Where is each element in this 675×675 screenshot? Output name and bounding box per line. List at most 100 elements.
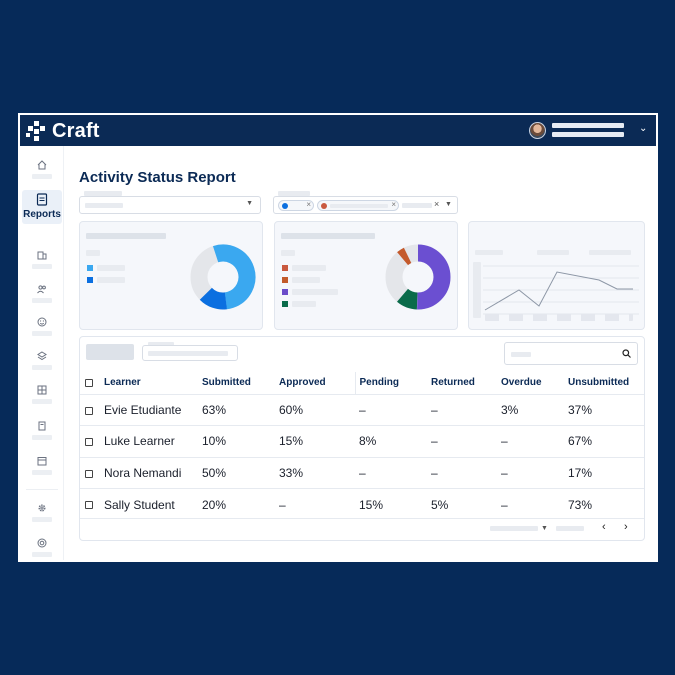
cell-unsubmitted: 17% — [568, 456, 644, 489]
prev-page-icon[interactable]: ‹ — [602, 521, 606, 533]
column-header-pending[interactable]: Pending — [354, 372, 431, 394]
next-page-icon[interactable]: › — [624, 521, 628, 533]
clear-icon[interactable]: × — [434, 199, 440, 209]
cell-learner[interactable]: Luke Learner — [104, 425, 202, 457]
sidebar-item-organization[interactable] — [22, 250, 62, 269]
cell-unsubmitted: 37% — [568, 393, 644, 426]
page-range-placeholder — [556, 526, 584, 531]
column-header-learner[interactable]: Learner — [104, 377, 141, 389]
cell-pending: 15% — [355, 488, 431, 520]
sidebar-item-home[interactable] — [22, 160, 62, 179]
chevron-down-icon[interactable]: ⌄ — [639, 123, 648, 134]
row-checkbox[interactable] — [85, 469, 93, 478]
status-chip[interactable]: × — [278, 200, 314, 211]
sidebar-item-wellbeing[interactable] — [22, 317, 62, 336]
app-name: Craft — [52, 119, 100, 142]
column-header-approved[interactable]: Approved — [279, 377, 326, 389]
legend-swatch — [282, 289, 288, 295]
status-donut-card — [274, 221, 458, 330]
cell-learner[interactable]: Nora Nemandi — [104, 456, 202, 489]
table-row[interactable]: Sally Student 20% – 15% 5% – 73% — [80, 488, 644, 520]
sidebar-item-library[interactable] — [22, 421, 62, 440]
chip-remove-icon[interactable]: × — [306, 200, 311, 209]
legend-swatch — [282, 301, 288, 307]
cell-learner[interactable]: Sally Student — [104, 488, 202, 520]
sidebar-divider — [26, 489, 58, 490]
legend-label-placeholder — [97, 277, 125, 283]
cell-approved: 60% — [279, 393, 355, 426]
cell-submitted: 50% — [202, 456, 279, 489]
chip-remove-icon[interactable]: × — [391, 200, 396, 209]
x-axis-placeholder — [485, 314, 633, 321]
layers-icon — [37, 351, 47, 361]
search-icon[interactable] — [622, 349, 631, 358]
chart-label-placeholder — [589, 250, 631, 255]
column-header-submitted[interactable]: Submitted — [202, 377, 251, 389]
table-row[interactable]: Luke Learner 10% 15% 8% – – 67% — [80, 425, 644, 457]
legend-label-placeholder — [97, 265, 125, 271]
sidebar-item-grid[interactable] — [22, 385, 62, 404]
chip-label-placeholder — [330, 204, 388, 208]
user-avatar[interactable] — [529, 122, 546, 139]
nav-label-placeholder — [32, 517, 52, 522]
search-input[interactable] — [504, 342, 638, 365]
caret-down-icon[interactable]: ▼ — [541, 525, 548, 532]
legend-swatch — [282, 277, 288, 283]
home-icon — [37, 160, 47, 170]
rows-per-page-placeholder[interactable] — [490, 526, 538, 531]
cell-learner[interactable]: Evie Etudiante — [104, 393, 202, 426]
donut-slice-dark — [190, 244, 256, 310]
row-checkbox[interactable] — [85, 406, 93, 415]
sidebar-item-layers[interactable] — [22, 351, 62, 370]
legend-label-placeholder — [292, 265, 326, 271]
cell-overdue: – — [501, 425, 568, 457]
sidebar: Reports — [20, 146, 64, 560]
cell-submitted: 63% — [202, 393, 279, 426]
submission-donut-card — [79, 221, 263, 330]
trend-line-series — [484, 271, 633, 311]
cell-submitted: 20% — [202, 488, 279, 520]
row-checkbox[interactable] — [85, 501, 93, 510]
sidebar-item-people[interactable] — [22, 284, 62, 303]
sidebar-item-settings[interactable] — [22, 503, 62, 522]
class-select[interactable]: ▼ — [79, 196, 261, 214]
craft-logo[interactable]: Craft — [26, 120, 100, 142]
search-placeholder — [511, 352, 531, 357]
status-chip[interactable]: × — [317, 200, 399, 211]
sidebar-item-calendar[interactable] — [22, 456, 62, 475]
select-value-placeholder — [148, 351, 228, 356]
cell-approved: 15% — [279, 425, 355, 457]
chip-more-placeholder — [402, 203, 432, 208]
table-header-row: Learner Submitted Approved Pending Retur… — [80, 372, 644, 394]
chip-dot — [321, 203, 327, 209]
card-title-placeholder — [281, 233, 375, 239]
select-all-checkbox[interactable] — [85, 378, 93, 387]
table-filter-select[interactable] — [142, 345, 238, 361]
app-window: Craft ⌄ Reports — [18, 113, 658, 562]
legend-label-placeholder — [292, 277, 320, 283]
column-header-overdue[interactable]: Overdue — [501, 377, 542, 389]
page-title: Activity Status Report — [79, 169, 236, 186]
nav-label-placeholder — [32, 298, 52, 303]
reports-icon — [36, 193, 48, 206]
sidebar-item-reports[interactable]: Reports — [22, 190, 62, 224]
cell-returned: – — [431, 425, 501, 457]
nav-label-placeholder — [32, 264, 52, 269]
row-checkbox[interactable] — [85, 438, 93, 447]
table-row[interactable]: Nora Nemandi 50% 33% – – – 17% — [80, 456, 644, 489]
column-header-unsubmitted[interactable]: Unsubmitted — [568, 377, 630, 389]
cell-approved: – — [279, 488, 355, 520]
filter-label-placeholder — [84, 191, 122, 196]
select-value-placeholder — [85, 203, 123, 208]
caret-down-icon: ▼ — [445, 201, 452, 208]
top-bar: Craft ⌄ — [20, 115, 656, 146]
column-header-returned[interactable]: Returned — [431, 377, 475, 389]
sidebar-item-support[interactable] — [22, 538, 62, 557]
nav-label-placeholder — [32, 470, 52, 475]
export-button-placeholder[interactable] — [86, 344, 134, 360]
nav-label-placeholder — [32, 435, 52, 440]
table-row[interactable]: Evie Etudiante 63% 60% – – 3% 37% — [80, 393, 644, 426]
chip-dot — [282, 203, 288, 209]
status-multiselect[interactable]: × × × ▼ — [273, 196, 458, 214]
nav-label-placeholder — [32, 174, 52, 179]
